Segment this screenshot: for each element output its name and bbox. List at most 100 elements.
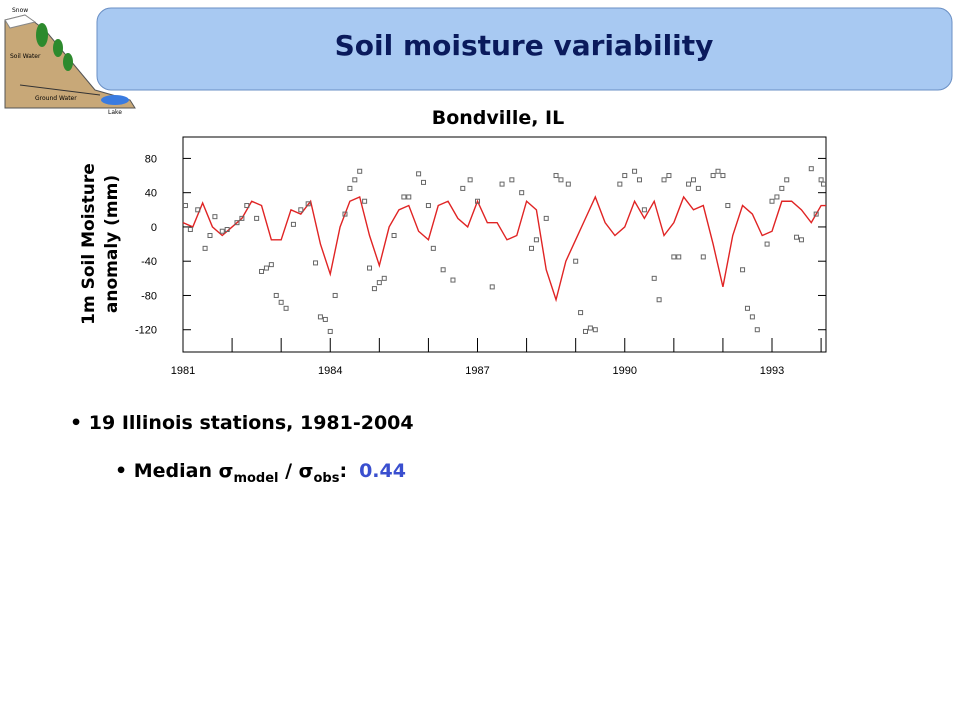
y-tick-label: -120 xyxy=(135,325,157,337)
obs-point xyxy=(352,177,358,183)
obs-point xyxy=(347,185,353,191)
obs-point xyxy=(587,325,593,331)
title-box xyxy=(96,7,953,91)
obs-point xyxy=(273,292,279,298)
obs-point xyxy=(666,173,672,179)
obs-point xyxy=(239,215,245,221)
slide-title: Soil moisture variability xyxy=(335,29,714,62)
obs-point xyxy=(578,310,584,316)
subscript: obs xyxy=(313,471,339,486)
obs-point xyxy=(475,198,481,204)
obs-point xyxy=(686,181,692,187)
obs-point xyxy=(676,254,682,260)
obs-point xyxy=(278,299,284,305)
obs-point xyxy=(391,233,397,239)
bullet: • 19 Illinois stations, 1981-2004 xyxy=(70,412,414,434)
obs-point xyxy=(263,265,269,271)
y-tick-label: 40 xyxy=(145,188,157,200)
obs-point xyxy=(207,233,213,239)
obs-point xyxy=(406,194,412,200)
y-tick-label: 0 xyxy=(151,222,157,234)
obs-point xyxy=(367,265,373,271)
y-tick-label: 80 xyxy=(145,153,157,165)
obs-point xyxy=(327,328,333,334)
obs-point xyxy=(401,194,407,200)
y-axis-label: 1m Soil Moisture xyxy=(79,163,99,325)
obs-point xyxy=(617,181,623,187)
x-tick-label: 1984 xyxy=(318,365,342,377)
obs-point xyxy=(430,245,436,251)
bullet: • Median σmodel / σobs: 0.44 xyxy=(115,460,406,486)
obs-point xyxy=(268,262,274,268)
obs-point xyxy=(798,237,804,243)
obs-point xyxy=(342,211,348,217)
illustration-label: Lake xyxy=(108,109,122,116)
obs-point xyxy=(376,280,382,286)
obs-point xyxy=(528,245,534,251)
obs-point xyxy=(509,177,515,183)
bullet-text: / σ xyxy=(279,460,314,482)
illustration: Snow Soil Water Ground Water Lake xyxy=(4,7,136,116)
obs-point xyxy=(636,177,642,183)
obs-point xyxy=(720,173,726,179)
x-tick-label: 1993 xyxy=(760,365,784,377)
obs-point xyxy=(656,297,662,303)
obs-point xyxy=(821,181,827,187)
obs-point xyxy=(700,254,706,260)
obs-point xyxy=(416,171,422,177)
tree xyxy=(36,23,48,47)
obs-point xyxy=(573,258,579,264)
obs-point xyxy=(313,260,319,266)
obs-point xyxy=(357,168,363,174)
obs-point xyxy=(234,220,240,226)
x-tick-label: 1981 xyxy=(171,365,195,377)
y-tick-label: -80 xyxy=(141,290,157,302)
illustration-label: Soil Water xyxy=(10,53,41,60)
obs-point xyxy=(259,268,265,274)
obs-point xyxy=(298,207,304,213)
illustration-label: Ground Water xyxy=(35,95,77,102)
obs-point xyxy=(774,194,780,200)
lake xyxy=(101,95,129,105)
obs-point xyxy=(332,292,338,298)
obs-point xyxy=(317,314,323,320)
obs-point xyxy=(813,211,819,217)
obs-point xyxy=(749,314,755,320)
obs-point xyxy=(725,203,731,209)
obs-point xyxy=(740,267,746,273)
obs-point xyxy=(519,190,525,196)
obs-point xyxy=(202,245,208,251)
obs-point xyxy=(450,277,456,283)
model-line xyxy=(182,195,826,303)
bullet-text: Median σ xyxy=(134,460,234,482)
obs-point xyxy=(440,267,446,273)
obs-point xyxy=(499,181,505,187)
obs-point xyxy=(467,177,473,183)
plot-frame xyxy=(182,136,827,353)
arrow xyxy=(19,84,101,96)
obs-point xyxy=(187,227,193,233)
obs-point xyxy=(794,234,800,240)
bullet-text: 19 Illinois stations, 1981-2004 xyxy=(89,412,414,434)
obs-point xyxy=(219,228,225,234)
obs-point xyxy=(212,214,218,220)
obs-point xyxy=(254,215,260,221)
obs-point xyxy=(460,185,466,191)
obs-point xyxy=(195,207,201,213)
obs-point xyxy=(421,179,427,185)
obs-point xyxy=(622,173,628,179)
obs-point xyxy=(489,284,495,290)
obs-point xyxy=(362,198,368,204)
obs-point xyxy=(425,203,431,209)
obs-point xyxy=(641,207,647,213)
obs-point xyxy=(690,177,696,183)
x-tick-label: 1987 xyxy=(465,365,489,377)
bullet-text: : xyxy=(339,460,347,482)
obs-point xyxy=(558,177,564,183)
obs-point xyxy=(290,221,296,227)
obs-point xyxy=(381,275,387,281)
obs-point xyxy=(695,185,701,191)
obs-point xyxy=(651,275,657,281)
obs-point xyxy=(744,305,750,311)
